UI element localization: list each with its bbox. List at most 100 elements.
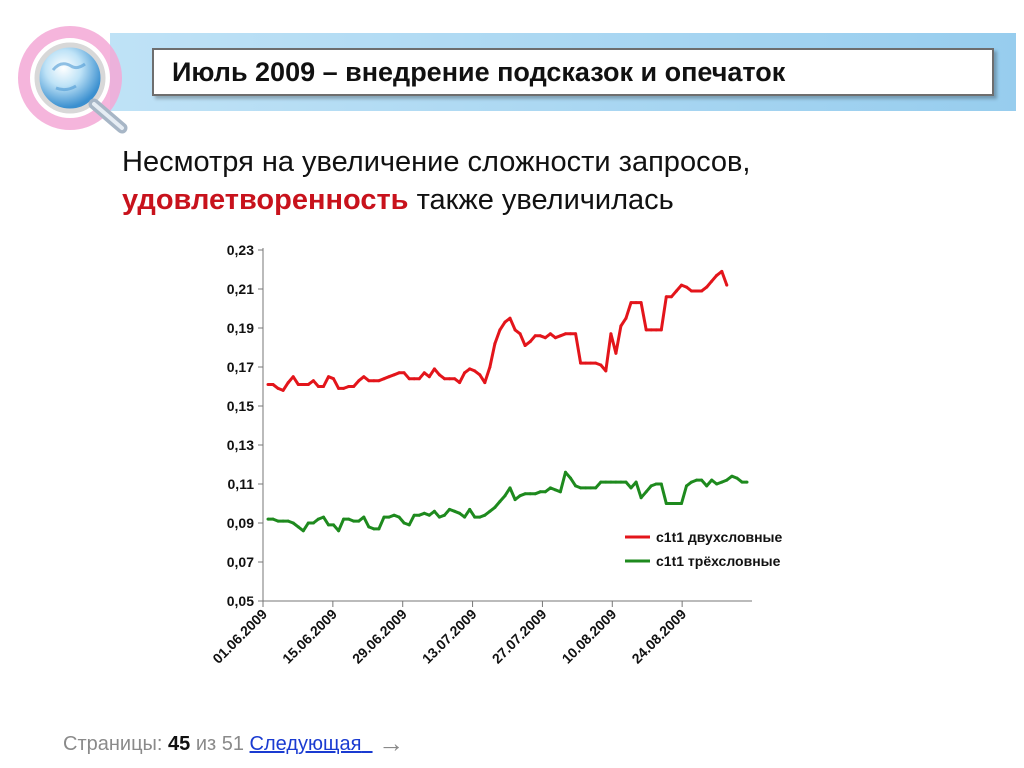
x-tick-label: 13.07.2009: [419, 606, 480, 667]
data-point-series-1: [503, 320, 507, 324]
data-point-series-1: [392, 373, 396, 377]
data-point-series-1: [705, 285, 709, 289]
data-point-series-2: [311, 521, 315, 525]
data-point-series-2: [523, 492, 527, 496]
data-point-series-1: [558, 334, 562, 338]
data-point-series-1: [498, 328, 502, 332]
data-point-series-2: [347, 517, 351, 521]
series-line-1: [268, 269, 729, 392]
y-tick-label: 0,05: [227, 593, 254, 609]
data-point-series-2: [397, 515, 401, 519]
data-point-series-2: [402, 521, 406, 525]
data-point-series-2: [362, 515, 366, 519]
data-point-series-2: [674, 502, 678, 505]
data-point-series-2: [508, 486, 512, 490]
data-point-series-2: [357, 519, 361, 523]
data-point-series-2: [458, 511, 462, 515]
data-point-series-2: [387, 515, 391, 519]
data-point-series-2: [453, 509, 457, 513]
data-point-series-1: [266, 383, 270, 386]
data-point-series-2: [629, 486, 633, 490]
data-point-series-1: [589, 361, 593, 365]
data-point-series-1: [609, 332, 613, 336]
data-point-series-1: [387, 375, 391, 379]
data-point-series-1: [644, 328, 648, 332]
data-point-series-1: [569, 332, 572, 336]
data-point-series-1: [690, 289, 693, 293]
data-point-series-2: [271, 517, 275, 521]
y-tick-label: 0,13: [227, 437, 254, 453]
data-point-series-1: [453, 377, 457, 381]
data-point-series-1: [715, 273, 719, 277]
data-point-series-1: [382, 377, 386, 381]
data-point-series-1: [574, 332, 578, 336]
data-point-series-2: [624, 480, 628, 484]
data-point-series-2: [680, 502, 683, 505]
subtitle-rest: также увеличилась: [416, 184, 674, 216]
data-point-series-2: [301, 529, 305, 533]
data-point-series-1: [362, 375, 366, 379]
data-point-series-1: [402, 371, 406, 375]
data-point-series-1: [614, 351, 618, 355]
data-point-series-2: [498, 500, 502, 503]
next-page-link[interactable]: Следующая: [249, 733, 362, 755]
pagination: Страницы: 45 из 51 Следующая →: [63, 728, 404, 759]
data-point-series-1: [483, 381, 487, 385]
arrow-right-icon[interactable]: →: [378, 728, 405, 758]
data-point-series-2: [659, 482, 663, 486]
data-point-series-2: [644, 490, 648, 494]
data-point-series-2: [589, 486, 593, 490]
data-point-series-2: [528, 492, 532, 496]
data-point-series-1: [372, 379, 376, 383]
data-point-series-2: [468, 507, 472, 511]
subtitle: Несмотря на увеличение сложности запросо…: [122, 143, 750, 219]
legend-label: c1t1 двухсловные: [656, 529, 783, 545]
data-point-series-1: [367, 379, 371, 383]
x-tick-label: 10.08.2009: [559, 606, 620, 667]
data-point-series-1: [584, 361, 588, 365]
data-point-series-2: [569, 476, 572, 480]
data-point-series-2: [705, 484, 709, 488]
data-point-series-2: [649, 484, 653, 488]
data-point-series-2: [745, 480, 749, 484]
data-point-series-1: [604, 369, 608, 373]
data-point-series-2: [392, 513, 396, 517]
data-point-series-2: [634, 480, 638, 484]
data-point-series-1: [553, 336, 557, 340]
data-point-series-2: [548, 486, 552, 490]
data-point-series-1: [316, 385, 320, 388]
data-point-series-1: [311, 379, 315, 383]
data-point-series-1: [659, 328, 663, 332]
data-point-series-2: [558, 490, 562, 494]
data-point-series-2: [543, 490, 547, 494]
data-point-series-2: [316, 517, 320, 521]
data-point-series-2: [493, 505, 497, 509]
subtitle-accent: удовлетворенность: [122, 184, 409, 216]
data-point-series-2: [614, 480, 618, 484]
data-point-series-1: [412, 377, 416, 381]
x-tick-label: 15.06.2009: [279, 606, 340, 667]
data-point-series-1: [432, 367, 436, 371]
data-point-series-2: [407, 523, 411, 527]
data-point-series-1: [533, 334, 537, 338]
data-point-series-1: [649, 328, 653, 332]
data-point-series-1: [448, 377, 451, 381]
y-tick-label: 0,17: [227, 359, 254, 375]
y-tick-label: 0,19: [227, 320, 254, 336]
data-point-series-1: [579, 361, 583, 365]
next-link-gap[interactable]: [361, 733, 372, 755]
data-point-series-2: [463, 515, 467, 519]
data-point-series-2: [306, 521, 310, 525]
data-point-series-2: [513, 498, 517, 502]
data-point-series-2: [427, 513, 431, 517]
data-point-series-1: [639, 301, 643, 305]
series-line-2: [268, 470, 747, 533]
data-point-series-1: [291, 375, 295, 379]
data-point-series-2: [594, 486, 598, 490]
data-point-series-2: [564, 470, 567, 474]
data-point-series-2: [372, 527, 376, 531]
data-point-series-1: [669, 295, 673, 299]
data-point-series-1: [725, 283, 729, 287]
legend-label: c1t1 трёхсловные: [656, 553, 781, 569]
data-point-series-2: [281, 519, 285, 523]
